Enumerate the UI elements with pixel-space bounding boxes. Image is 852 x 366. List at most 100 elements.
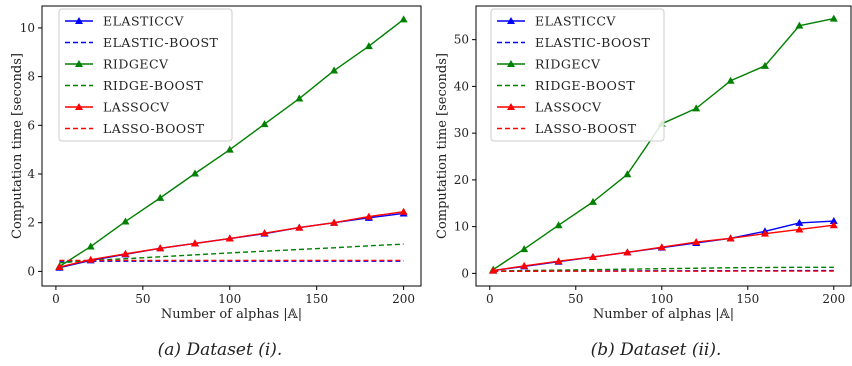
data-point bbox=[588, 197, 597, 205]
legend-marker bbox=[507, 103, 515, 110]
chart-2: 0 50 100 150 200 0 10 20 30 40 50 Number of alphas … bbox=[435, 5, 852, 360]
legend-label: RIDGE-BOOST bbox=[535, 78, 635, 93]
legend-marker bbox=[75, 103, 83, 110]
data-point bbox=[330, 218, 339, 226]
x-tick-label: 0 bbox=[52, 292, 60, 306]
legend-label: LASSOCV bbox=[535, 100, 602, 115]
data-point bbox=[55, 263, 64, 271]
data-point bbox=[554, 257, 563, 265]
legend-label: ELASTICCV bbox=[535, 14, 616, 29]
y-tick-label: 10 bbox=[20, 21, 35, 35]
data-point bbox=[399, 15, 408, 23]
y-axis-label: Computation time [seconds] bbox=[435, 53, 450, 239]
data-point bbox=[829, 217, 838, 225]
y-tick-label: 2 bbox=[27, 216, 35, 230]
data-point bbox=[190, 169, 199, 177]
data-point bbox=[692, 104, 701, 112]
series-line-ridge-boost bbox=[493, 266, 834, 272]
x-tick-label: 150 bbox=[305, 292, 328, 306]
chart-caption: (b) Dataset (ii). bbox=[591, 340, 722, 360]
legend-box bbox=[490, 8, 665, 142]
data-point bbox=[190, 239, 199, 247]
data-point bbox=[760, 61, 769, 69]
data-point bbox=[330, 66, 339, 74]
plot-frame bbox=[41, 5, 422, 287]
data-point bbox=[364, 42, 373, 50]
y-tick-label: 30 bbox=[454, 126, 469, 140]
plot-area bbox=[55, 15, 408, 271]
data-point bbox=[795, 225, 804, 233]
data-point bbox=[554, 221, 563, 229]
data-point bbox=[588, 253, 597, 261]
y-tick-label: 40 bbox=[454, 79, 469, 93]
x-axis-label: Number of alphas |𝔸| bbox=[161, 307, 302, 322]
x-tick-label: 100 bbox=[218, 292, 241, 306]
legend-label: RIDGECV bbox=[535, 57, 601, 72]
x-axis-label: Number of alphas |𝔸| bbox=[593, 307, 734, 322]
legend-label: ELASTIC-BOOST bbox=[535, 35, 651, 50]
data-point bbox=[121, 249, 130, 257]
data-point bbox=[260, 229, 269, 237]
data-point bbox=[829, 14, 838, 22]
plot-frame bbox=[475, 5, 852, 287]
y-tick-label: 10 bbox=[454, 220, 469, 234]
legend-label: RIDGECV bbox=[103, 57, 169, 72]
y-tick-label: 6 bbox=[27, 118, 35, 132]
x-tick-label: 50 bbox=[135, 292, 150, 306]
data-point bbox=[225, 145, 234, 153]
data-point bbox=[364, 212, 373, 220]
legend-marker bbox=[75, 60, 83, 67]
data-point bbox=[726, 234, 735, 242]
legend-marker bbox=[75, 17, 83, 24]
data-point bbox=[726, 76, 735, 84]
data-point bbox=[260, 120, 269, 128]
legend: ELASTICCV ELASTIC-BOOST RIDGECV RIDGE-BOOST… bbox=[58, 8, 233, 142]
chart-caption: (a) Dataset (i). bbox=[158, 340, 283, 360]
data-point bbox=[156, 244, 165, 252]
chart-1: 0 50 100 150 200 0 2 4 6 8 10 Number of alphas |𝔸| C… bbox=[10, 5, 422, 360]
data-point bbox=[520, 245, 529, 253]
data-point bbox=[121, 217, 130, 225]
data-point bbox=[692, 238, 701, 246]
data-point bbox=[520, 261, 529, 269]
data-point bbox=[623, 170, 632, 178]
data-point bbox=[86, 242, 95, 250]
data-point bbox=[225, 234, 234, 242]
data-point bbox=[829, 221, 838, 229]
x-tick-label: 200 bbox=[392, 292, 415, 306]
x-tick-label: 0 bbox=[486, 292, 494, 306]
y-tick-label: 50 bbox=[454, 33, 469, 47]
y-tick-label: 0 bbox=[27, 264, 35, 278]
legend-marker bbox=[507, 17, 515, 24]
x-tick-label: 150 bbox=[736, 292, 759, 306]
legend-marker bbox=[507, 60, 515, 67]
y-tick-label: 8 bbox=[27, 70, 35, 84]
legend-label: ELASTIC-BOOST bbox=[103, 35, 219, 50]
y-tick-label: 0 bbox=[461, 266, 469, 280]
plot-area bbox=[489, 14, 838, 274]
data-point bbox=[295, 94, 304, 102]
y-axis-label: Computation time [seconds] bbox=[10, 53, 25, 239]
legend-label: LASSO-BOOST bbox=[103, 121, 205, 136]
legend-label: RIDGE-BOOST bbox=[103, 78, 203, 93]
legend: ELASTICCV ELASTIC-BOOST RIDGECV RIDGE-BOOST… bbox=[490, 8, 665, 142]
legend-label: ELASTICCV bbox=[103, 14, 184, 29]
x-tick-label: 50 bbox=[568, 292, 583, 306]
series-line-ridge-boost bbox=[59, 243, 404, 264]
data-point bbox=[295, 223, 304, 231]
y-tick-label: 20 bbox=[454, 173, 469, 187]
data-point bbox=[760, 229, 769, 237]
data-point bbox=[623, 248, 632, 256]
x-tick-label: 200 bbox=[822, 292, 845, 306]
legend-label: LASSO-BOOST bbox=[535, 121, 637, 136]
data-point bbox=[795, 21, 804, 29]
legend-box bbox=[58, 8, 233, 142]
data-point bbox=[156, 193, 165, 201]
data-point bbox=[399, 207, 408, 215]
x-tick-label: 100 bbox=[650, 292, 673, 306]
data-point bbox=[795, 218, 804, 226]
legend-label: LASSOCV bbox=[103, 100, 170, 115]
y-tick-label: 4 bbox=[27, 167, 35, 181]
data-point bbox=[657, 243, 666, 251]
